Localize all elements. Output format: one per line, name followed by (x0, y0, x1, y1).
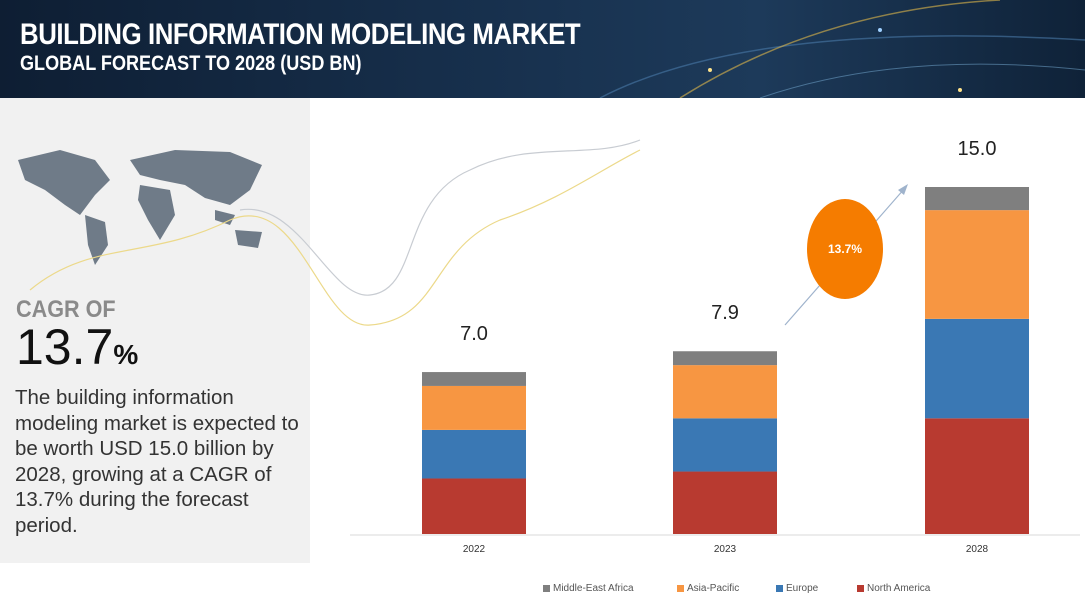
bar-total-label: 7.0 (460, 323, 488, 345)
header-light-streaks (599, 0, 1085, 98)
bar-segment-asia-pacific (673, 365, 777, 419)
legend-item: Asia-Pacific (677, 583, 739, 594)
x-tick-label: 2022 (463, 544, 486, 555)
bar-segment-middle-east-africa (673, 351, 777, 366)
growth-arrowhead (898, 184, 908, 195)
legend-item: Middle-East Africa (543, 583, 634, 594)
legend-item: North America (857, 583, 930, 594)
bar-total-label: 15.0 (958, 138, 997, 160)
header-banner: BUILDING INFORMATION MODELING MARKET GLO… (0, 0, 1085, 98)
bar-segment-europe (422, 429, 526, 479)
cagr-bubble (807, 199, 883, 299)
legend-swatch (543, 585, 550, 592)
legend-label: North America (867, 583, 931, 594)
cagr-bubble-label: 13.7% (828, 242, 862, 256)
legend-swatch (776, 585, 783, 592)
bar-segment-europe (925, 318, 1029, 419)
legend-label: Europe (786, 583, 819, 594)
legend-swatch (677, 585, 684, 592)
bar-total-label: 7.9 (711, 302, 739, 324)
cagr-label: CAGR OF (16, 296, 116, 323)
cagr-number: 13.7 (16, 319, 114, 375)
bar-segment-middle-east-africa (422, 372, 526, 386)
decorative-curve (239, 139, 641, 296)
bar-segment-europe (673, 418, 777, 472)
bar-segment-asia-pacific (925, 210, 1029, 319)
bar-segment-middle-east-africa (925, 187, 1029, 211)
legend-label: Middle-East Africa (553, 583, 634, 594)
bar-segment-asia-pacific (422, 385, 526, 430)
x-tick-label: 2023 (714, 544, 737, 555)
bar-segment-north-america (673, 471, 777, 534)
world-map-icon (18, 150, 262, 265)
page-subtitle: GLOBAL FORECAST TO 2028 (USD BN) (20, 52, 362, 75)
legend-swatch (857, 585, 864, 592)
cagr-value: 13.7% (16, 318, 138, 376)
bar-segment-north-america (925, 418, 1029, 534)
decorative-curve (29, 149, 641, 326)
bar-segment-north-america (422, 478, 526, 534)
legend-label: Asia-Pacific (687, 583, 740, 594)
cagr-unit: % (113, 339, 139, 370)
page-title: BUILDING INFORMATION MODELING MARKET (20, 18, 581, 51)
market-description: The building information modeling market… (15, 386, 299, 537)
x-tick-label: 2028 (966, 544, 989, 555)
legend-item: Europe (776, 583, 818, 594)
